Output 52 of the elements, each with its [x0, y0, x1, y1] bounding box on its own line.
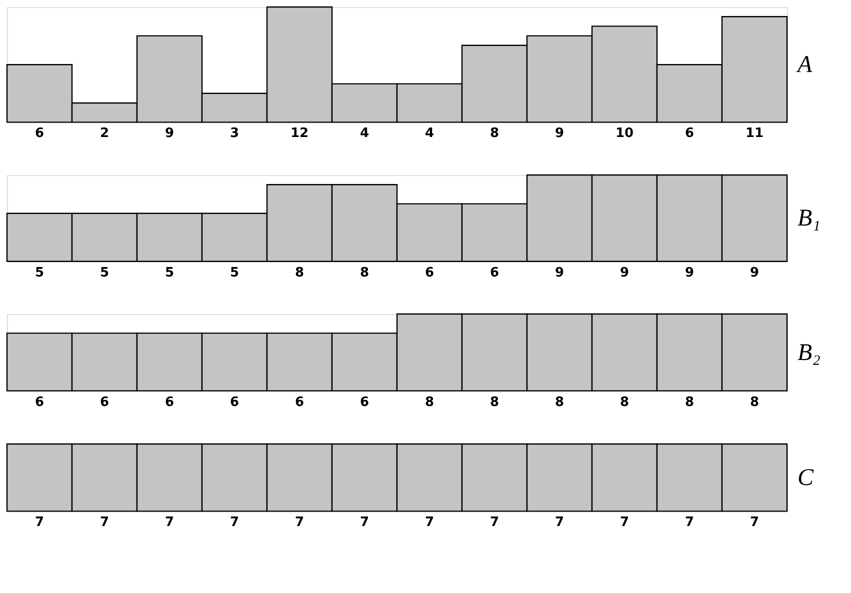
data-label: 9 — [684, 265, 694, 280]
data-label: 10 — [615, 126, 634, 142]
data-label: 6 — [294, 394, 304, 410]
data-label: 6 — [34, 394, 44, 410]
data-label: 5 — [100, 265, 110, 280]
data-label: 12 — [290, 126, 309, 142]
data-label: 8 — [424, 394, 434, 410]
data-label: 6 — [360, 394, 370, 410]
data-label: 5 — [230, 265, 240, 280]
data-label: 9 — [620, 265, 630, 280]
data-label: 7 — [164, 515, 174, 530]
data-label: 6 — [424, 265, 434, 280]
data-label: 8 — [684, 394, 694, 410]
data-label: 3 — [230, 126, 240, 142]
data-label: 7 — [554, 515, 564, 530]
data-label: 6 — [164, 394, 174, 410]
data-label: 8 — [490, 394, 500, 410]
data-label: 6 — [34, 126, 44, 142]
data-label: 9 — [554, 126, 564, 142]
data-label: 6 — [490, 265, 500, 280]
data-label: 8 — [360, 265, 370, 280]
data-label: 7 — [294, 515, 304, 530]
data-label: 2 — [100, 126, 110, 142]
data-label: 5 — [164, 265, 174, 280]
data-label: 7 — [360, 515, 370, 530]
y-axis-title: B₂ — [798, 340, 821, 366]
data-label: 4 — [424, 126, 434, 142]
data-label: 6 — [684, 126, 694, 142]
data-label: 7 — [684, 515, 694, 530]
data-label: 9 — [750, 265, 760, 280]
data-label: 5 — [34, 265, 44, 280]
data-label: 6 — [230, 394, 240, 410]
data-label: 8 — [554, 394, 564, 410]
data-label: 7 — [490, 515, 500, 530]
data-label: 7 — [230, 515, 240, 530]
data-label: 9 — [164, 126, 174, 142]
data-label: 7 — [34, 515, 44, 530]
data-label: 8 — [490, 126, 500, 142]
data-label: 8 — [620, 394, 630, 410]
data-label: 9 — [554, 265, 564, 280]
data-label: 7 — [424, 515, 434, 530]
data-label: 8 — [294, 265, 304, 280]
data-label: 7 — [620, 515, 630, 530]
y-axis-title: A — [796, 52, 812, 78]
y-axis-title: C — [798, 465, 814, 492]
data-label: 6 — [100, 394, 110, 410]
data-label: 4 — [360, 126, 370, 142]
y-axis-title: B₁ — [798, 206, 821, 232]
data-label: 8 — [750, 394, 760, 410]
data-label: 7 — [100, 515, 110, 530]
data-label: 11 — [745, 126, 764, 142]
data-label: 7 — [750, 515, 760, 530]
